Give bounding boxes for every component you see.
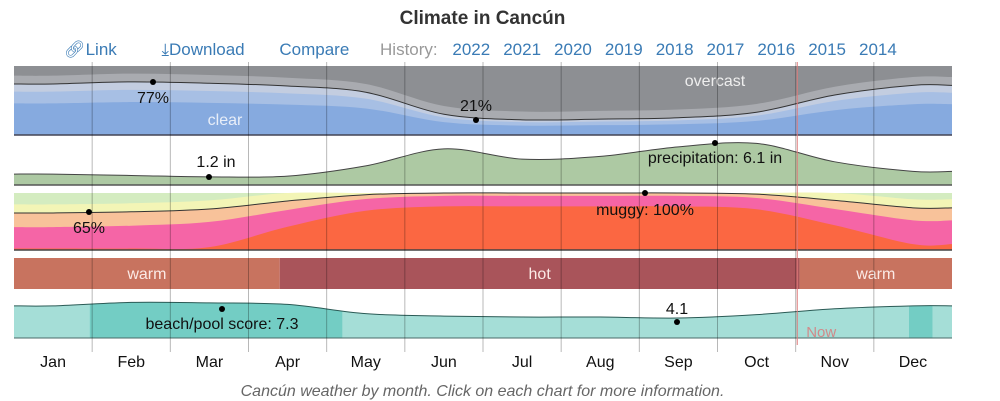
history-year-2021[interactable]: 2021 (503, 40, 542, 59)
temp-band-warm (799, 258, 952, 289)
month-label-apr: Apr (275, 354, 301, 371)
temp-band-hot (279, 258, 800, 289)
caption: Cancún weather by month. Click on each c… (240, 383, 725, 400)
download-icon: ⤓ (161, 40, 170, 59)
beach-line (13, 301, 953, 319)
compare-button[interactable]: Compare (279, 40, 350, 59)
month-label-jun: Jun (431, 354, 457, 371)
temp-band-label: hot (529, 266, 552, 283)
precip-area (14, 142, 952, 185)
month-label-nov: Nov (821, 354, 849, 371)
cloud-max-label: 77% (137, 90, 169, 107)
now-label: Now (806, 324, 836, 341)
page-title: Climate in Cancún (399, 8, 566, 29)
cloud-clear-area (14, 102, 952, 135)
precip-min-label: 1.2 in (196, 154, 235, 171)
beach-max-label: beach/pool score: 7.3 (146, 316, 299, 333)
history-year-2017[interactable]: 2017 (706, 40, 745, 59)
beach-min-label: 4.1 (666, 301, 688, 318)
history-year-2020[interactable]: 2020 (554, 40, 592, 59)
beach-min-dot (674, 319, 680, 325)
clear-label: clear (208, 112, 243, 129)
temp-band-label: warm (855, 266, 895, 283)
history-year-2019[interactable]: 2019 (604, 40, 643, 59)
history-year-2022[interactable]: 2022 (452, 40, 491, 59)
beach-best-time-band (89, 302, 343, 338)
toolbar: 🔗︎ Link ⤓ Download Compare History: 2022… (64, 40, 910, 60)
humidity-min-dot (86, 209, 92, 215)
link-label: Link (85, 40, 117, 59)
precip-max-label: precipitation: 6.1 in (648, 150, 782, 167)
month-label-aug: Aug (586, 354, 614, 371)
download-button[interactable]: ⤓ Download (162, 40, 245, 60)
month-label-jan: Jan (40, 354, 66, 371)
cloud-line (13, 81, 953, 121)
cloud-min-label: 21% (460, 98, 492, 115)
download-label: Download (169, 40, 245, 59)
month-label-may: May (351, 354, 381, 371)
month-label-sep: Sep (664, 354, 693, 371)
cloud-min-dot (473, 117, 479, 123)
humidity-max-dot (642, 190, 648, 196)
temp-band-warm (14, 258, 280, 289)
overcast-label: overcast (685, 73, 746, 90)
month-label-oct: Oct (744, 354, 769, 371)
temp-band-label: warm (126, 266, 166, 283)
cloud-max-dot (150, 79, 156, 85)
history-label: History: (380, 40, 438, 59)
month-label-jul: Jul (512, 354, 532, 371)
beach-max-dot (219, 306, 225, 312)
precip-min-dot (206, 174, 212, 180)
link-button[interactable]: 🔗︎ Link (64, 40, 117, 60)
month-label-feb: Feb (117, 354, 145, 371)
humidity-max-label: muggy: 100% (596, 202, 694, 219)
history-year-2018[interactable]: 2018 (655, 40, 694, 59)
link-icon: 🔗︎ (64, 40, 86, 59)
beach-best-time-band (909, 302, 933, 338)
precip-line (13, 142, 953, 178)
humidity-min-label: 65% (73, 220, 105, 237)
humidity-miserable-area (14, 206, 952, 250)
month-label-mar: Mar (196, 354, 224, 371)
history-year-2014[interactable]: 2014 (859, 40, 897, 59)
humidity-line (13, 192, 953, 214)
precip-max-dot (712, 140, 718, 146)
history-year-2016[interactable]: 2016 (757, 40, 796, 59)
history-year-2015[interactable]: 2015 (808, 40, 847, 59)
month-label-dec: Dec (899, 354, 927, 371)
